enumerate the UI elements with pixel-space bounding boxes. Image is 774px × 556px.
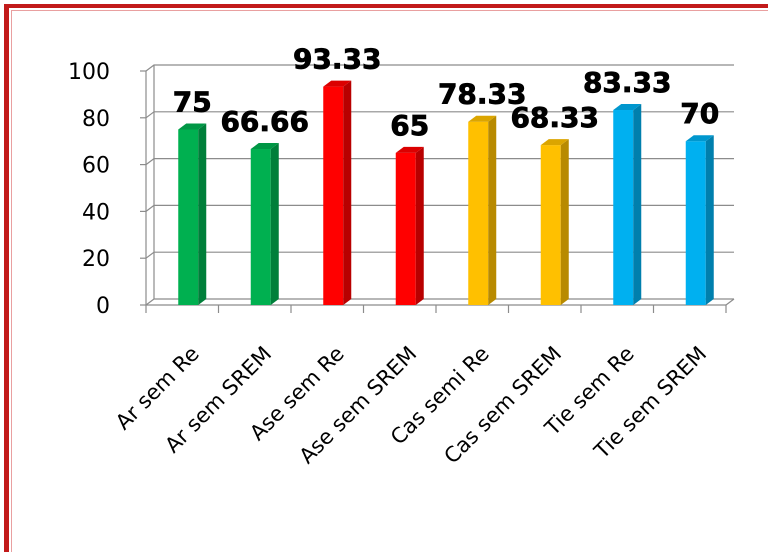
- bar: [250, 143, 279, 305]
- bar: [468, 115, 497, 306]
- bars: [178, 80, 714, 306]
- bar: [613, 104, 642, 305]
- bar: [178, 123, 207, 305]
- data-label: 75: [173, 86, 212, 119]
- bar: [540, 139, 569, 305]
- bar: [685, 135, 714, 305]
- y-tick-label: 20: [82, 247, 110, 272]
- gridline: [145, 204, 734, 212]
- gridlines: [145, 64, 734, 306]
- gridline: [145, 158, 734, 166]
- y-tick-label: 100: [68, 60, 110, 85]
- bar: [395, 146, 424, 305]
- data-label: 83.33: [583, 66, 672, 99]
- bar: [323, 80, 352, 305]
- data-label: 68.33: [510, 101, 599, 134]
- data-label: 70: [680, 97, 719, 130]
- data-label: 78.33: [438, 78, 527, 111]
- y-tick-label: 40: [82, 200, 110, 225]
- chart-frame: [4, 4, 768, 552]
- data-label: 65: [390, 109, 429, 142]
- y-tick-label: 80: [82, 107, 110, 132]
- floor-edge: [725, 298, 735, 306]
- y-tick-label: 0: [96, 294, 110, 319]
- y-tick-label: 60: [82, 154, 110, 179]
- gridline: [145, 251, 734, 259]
- data-label: 66.66: [220, 105, 309, 138]
- gridline: [145, 298, 734, 306]
- chart-frame-inner-border: [11, 10, 768, 552]
- data-label: 93.33: [293, 43, 382, 76]
